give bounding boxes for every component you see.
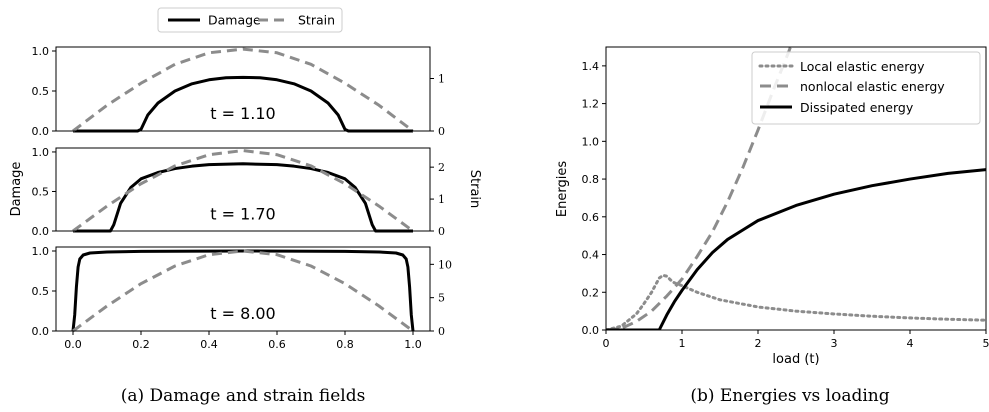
x-tick-label: 0.6 — [268, 338, 286, 351]
y-tick-label: 0.5 — [32, 185, 50, 198]
y-tick-label: 0.6 — [582, 211, 600, 224]
x-tick-label: 0.2 — [132, 338, 150, 351]
legend-label: Dissipated energy — [800, 100, 914, 115]
strain-tick-label: 10 — [438, 258, 452, 271]
y-tick-label: 1.0 — [32, 146, 50, 159]
damage-line-2 — [73, 162, 413, 233]
legend: Local elastic energy nonlocal elastic ene… — [751, 51, 981, 125]
y-tick-label: 1.2 — [582, 98, 600, 111]
strain-tick-label: 1 — [438, 193, 445, 206]
y-tick-label: 0.8 — [582, 173, 600, 186]
x-tick-label: 0.4 — [200, 338, 218, 351]
x-tick-label: 5 — [983, 337, 989, 350]
strain-tick-label: 1 — [438, 73, 445, 86]
y-tick-label: 0.0 — [32, 225, 50, 238]
time-annotation: t = 1.10 — [210, 104, 275, 123]
damage-line-1 — [73, 75, 413, 133]
x-tick-label: 0.8 — [336, 338, 354, 351]
x-tick-label: 1.0 — [404, 338, 422, 351]
legend-box — [751, 51, 981, 125]
subplot-frame — [55, 147, 431, 232]
subplot-3: 0.0 0.5 1.0 0 5 10 t = 8.00 — [32, 245, 453, 338]
y-tick-label: 1.0 — [32, 45, 50, 58]
y-tick-label: 0.4 — [582, 249, 600, 262]
x-tick-label: 3 — [831, 337, 838, 350]
strain-tick-label: 0 — [438, 225, 445, 238]
damage-line-3 — [71, 249, 415, 332]
x-tick-label: 1 — [679, 337, 686, 350]
y-tick-label: 1.0 — [582, 135, 600, 148]
legend-label-damage: Damage — [208, 13, 261, 28]
y-tick-label: 0.2 — [582, 286, 600, 299]
y-tick-label: 0.5 — [32, 285, 50, 298]
subplot-frame — [55, 46, 431, 132]
x-tick-label: 0 — [603, 337, 610, 350]
y-axis-label: Energies — [555, 161, 570, 217]
y-tick-label: 0.5 — [32, 85, 50, 98]
y-axis-label-strain: Strain — [467, 170, 482, 209]
caption-a: (a) Damage and strain fields — [121, 386, 366, 406]
subplot-1: 0.0 0.5 1.0 0 1 t = 1.10 — [32, 45, 446, 138]
strain-line-3 — [72, 249, 414, 333]
legend: Damage Strain — [157, 7, 343, 33]
legend-label: nonlocal elastic energy — [800, 79, 945, 94]
strain-tick-label: 0 — [438, 125, 445, 138]
plot-frame — [605, 46, 987, 331]
x-tick-label: 0.0 — [64, 338, 82, 351]
y-axis-label-damage: Damage — [9, 162, 24, 217]
time-annotation: t = 1.70 — [210, 205, 275, 224]
y-tick-label: 1.0 — [32, 245, 50, 258]
caption-b: (b) Energies vs loading — [690, 386, 889, 406]
strain-tick-label: 0 — [438, 325, 445, 338]
y-tick-label: 0.0 — [582, 324, 600, 337]
strain-line-1 — [72, 47, 414, 133]
strain-tick-label: 5 — [438, 292, 445, 305]
legend-label-strain: Strain — [298, 13, 335, 28]
x-tick-label: 2 — [755, 337, 762, 350]
time-annotation: t = 8.00 — [210, 304, 275, 323]
y-tick-label: 1.4 — [582, 60, 600, 73]
series-line-solid — [606, 168, 986, 330]
legend-box — [157, 7, 343, 33]
strain-line-2 — [72, 149, 414, 233]
subplot-2: 0.0 0.5 1.0 0 1 2 t = 1.70 — [32, 146, 446, 238]
energies-chart: 0 1 2 3 4 5 0.0 0.2 0.4 0.6 0.8 1.0 1.2 1.4 load (t) En… — [555, 46, 989, 406]
y-tick-label: 0.0 — [32, 325, 50, 338]
subplot-frame — [55, 246, 431, 332]
x-axis-label: load (t) — [772, 352, 819, 367]
legend-label: Local elastic energy — [800, 59, 925, 74]
strain-tick-label: 2 — [438, 161, 445, 174]
x-tick-label: 4 — [907, 337, 914, 350]
y-tick-label: 0.0 — [32, 125, 50, 138]
